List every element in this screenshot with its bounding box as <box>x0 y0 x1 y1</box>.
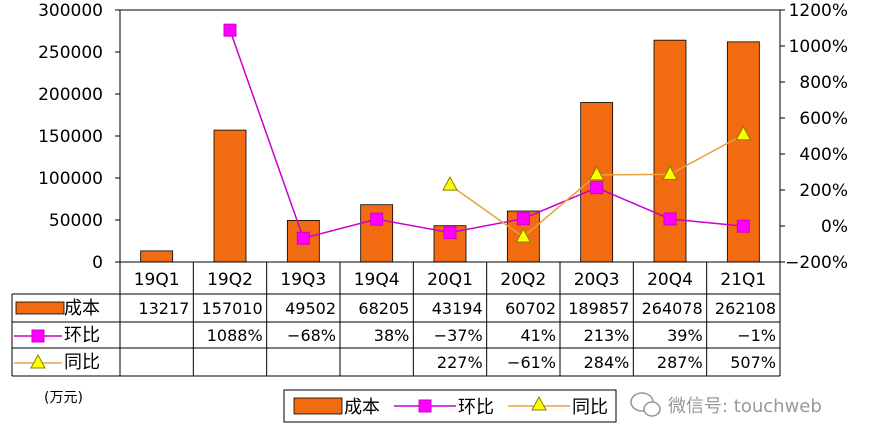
data-label: 157010 <box>202 299 263 318</box>
category-label: 19Q3 <box>280 270 326 290</box>
data-label: 1088% <box>207 326 263 345</box>
point-2-20Q4 <box>662 165 678 180</box>
left-axis-tick-label: 300000 <box>38 1 103 21</box>
right-axis-tick-label: 200% <box>799 181 848 201</box>
data-label: 284% <box>584 353 630 372</box>
row-header-label: 环比 <box>64 325 100 346</box>
right-axis-tick-label: 800% <box>799 73 848 93</box>
data-label: 264078 <box>642 299 703 318</box>
right-axis-tick-label: −200% <box>785 253 848 273</box>
point-2-20Q2 <box>515 227 532 243</box>
data-label: 507% <box>730 353 776 372</box>
point-1-20Q2 <box>516 212 530 226</box>
row-key-marker <box>30 353 46 369</box>
legend-key-bar <box>293 397 343 415</box>
wechat-icon <box>630 392 661 417</box>
data-label: 262108 <box>715 299 776 318</box>
point-1-21Q1 <box>736 219 750 233</box>
category-label: 19Q2 <box>207 270 253 290</box>
data-label: 287% <box>657 353 703 372</box>
data-label: 60702 <box>505 299 556 318</box>
unit-label: (万元) <box>44 390 83 406</box>
point-1-19Q4 <box>370 212 384 226</box>
left-axis-tick-label: 0 <box>92 253 103 273</box>
legend-label: 成本 <box>344 397 380 418</box>
right-axis-tick-label: 0% <box>821 217 848 237</box>
data-label: 68205 <box>358 299 409 318</box>
left-axis-tick-label: 100000 <box>38 169 103 189</box>
bar-19Q2 <box>213 129 247 263</box>
left-axis-tick-label: 250000 <box>38 43 103 63</box>
category-label: 20Q4 <box>647 270 693 290</box>
legend-key-marker <box>418 399 432 413</box>
point-2-20Q1 <box>442 176 458 191</box>
point-1-20Q4 <box>663 212 677 226</box>
legend-label: 环比 <box>458 397 494 418</box>
row-header-label: 成本 <box>64 298 100 319</box>
right-axis-tick-label: 1200% <box>789 1 848 21</box>
category-label: 20Q1 <box>427 270 473 290</box>
bar-20Q4 <box>653 39 687 263</box>
data-label: 39% <box>667 326 703 345</box>
data-label: −1% <box>737 326 776 345</box>
point-1-20Q1 <box>443 226 457 240</box>
left-axis-tick-label: 200000 <box>38 85 103 105</box>
data-label: 213% <box>584 326 630 345</box>
data-label: 227% <box>437 353 483 372</box>
point-2-20Q3 <box>588 165 605 181</box>
bar-19Q1 <box>140 250 174 263</box>
category-label: 20Q3 <box>574 270 620 290</box>
data-label: 189857 <box>568 299 629 318</box>
data-label: −37% <box>434 326 483 345</box>
row-key-bar <box>15 301 65 315</box>
category-label: 21Q1 <box>720 270 766 290</box>
line-series-1 <box>229 29 744 240</box>
category-label: 19Q4 <box>354 270 400 290</box>
right-axis-tick-label: 400% <box>799 145 848 165</box>
data-label: 43194 <box>432 299 483 318</box>
left-axis-tick-label: 150000 <box>38 127 103 147</box>
legend-label: 同比 <box>572 397 608 418</box>
point-1-19Q2 <box>223 23 237 37</box>
category-label: 19Q1 <box>134 270 180 290</box>
data-label: 38% <box>374 326 410 345</box>
point-1-19Q3 <box>296 231 310 245</box>
data-label: −61% <box>507 353 556 372</box>
right-axis-tick-label: 1000% <box>789 37 848 57</box>
data-label: 13217 <box>138 299 189 318</box>
row-header-label: 同比 <box>64 352 100 373</box>
category-label: 20Q2 <box>500 270 546 290</box>
left-axis-tick-label: 50000 <box>49 211 103 231</box>
point-1-20Q3 <box>590 181 604 195</box>
legend-key-marker <box>531 395 547 411</box>
data-label: 49502 <box>285 299 336 318</box>
data-label: 41% <box>520 326 556 345</box>
row-key-marker <box>31 329 45 343</box>
watermark-text: 微信号: touchweb <box>668 396 822 417</box>
right-axis-tick-label: 600% <box>799 109 848 129</box>
data-label: −68% <box>287 326 336 345</box>
point-2-21Q1 <box>735 125 752 141</box>
